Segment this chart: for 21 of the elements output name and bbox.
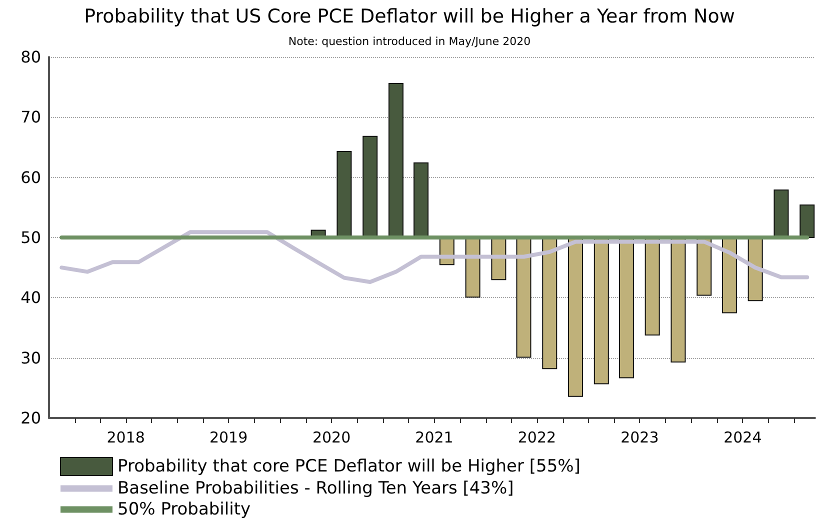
chart-title: Probability that US Core PCE Deflator will be Higher a Year from Now <box>84 6 735 28</box>
x-tick-label: 2023 <box>620 428 659 446</box>
legend-label: 50% Probability <box>118 500 251 520</box>
y-tick-label: 50 <box>20 228 41 247</box>
y-tick-label: 80 <box>20 48 41 66</box>
y-tick-label: 60 <box>20 168 41 187</box>
bar <box>800 204 815 238</box>
x-tick-label: 2018 <box>106 428 145 446</box>
y-tick-label: 40 <box>20 288 41 308</box>
x-tick-label: 2024 <box>724 428 762 446</box>
y-tick-label: 20 <box>20 408 41 428</box>
legend-label: Probability that core PCE Deflator will be Higher [55%] <box>118 456 580 476</box>
line-series <box>60 230 810 284</box>
y-tick-label: 70 <box>20 108 41 127</box>
x-tick-label: 2021 <box>415 428 454 446</box>
legend-label: Baseline Probabilities - Rolling Ten Years [43%] <box>118 478 514 498</box>
y-tick-label: 30 <box>20 348 41 368</box>
chart-subtitle: Note: question introduced in May/June 2020 <box>288 35 531 48</box>
x-tick-label: 2022 <box>518 428 556 446</box>
x-tick-label: 2019 <box>209 428 248 446</box>
x-tick-label: 2020 <box>312 428 351 446</box>
